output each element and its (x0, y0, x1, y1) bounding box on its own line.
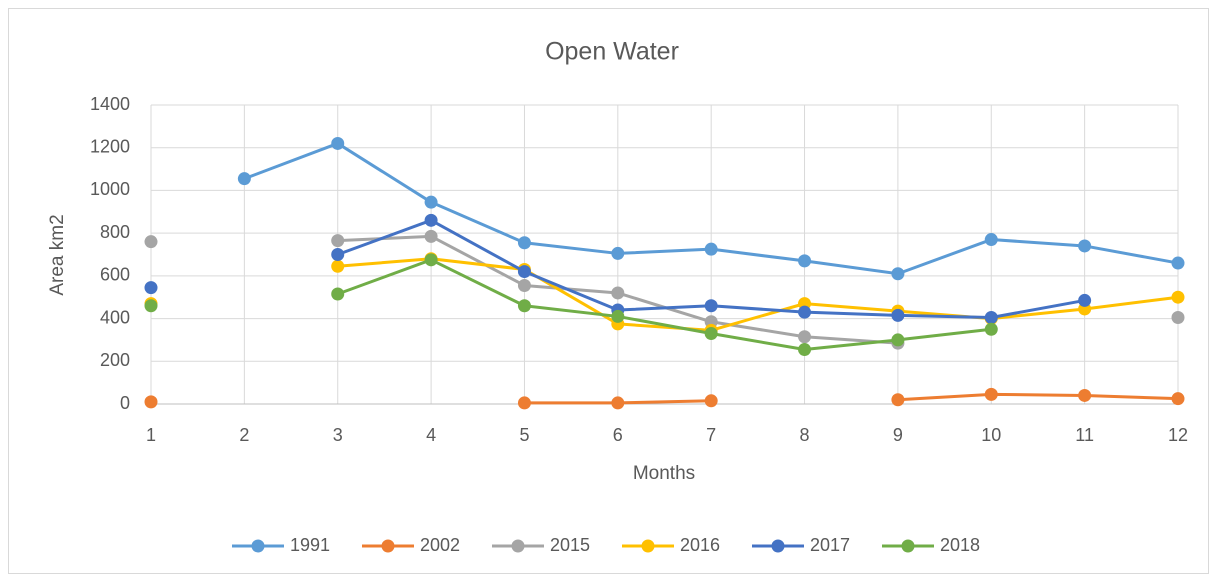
data-point (144, 299, 158, 313)
data-point (798, 330, 812, 344)
data-point (984, 322, 998, 336)
data-point (798, 343, 812, 357)
x-tick-label: 7 (706, 425, 716, 445)
data-point (424, 213, 438, 227)
data-point (1171, 256, 1185, 270)
y-tick-label: 1000 (90, 179, 130, 199)
x-tick-label: 10 (981, 425, 1001, 445)
legend-marker (511, 539, 525, 553)
data-point (984, 233, 998, 247)
x-tick-label: 1 (146, 425, 156, 445)
legend-label: 2018 (940, 535, 980, 555)
series-line (337, 257, 1179, 332)
data-point (798, 254, 812, 268)
x-tick-label: 4 (426, 425, 436, 445)
data-point (1171, 392, 1185, 406)
data-point (891, 308, 905, 322)
data-point (517, 396, 531, 410)
data-point (1171, 290, 1185, 304)
data-point (611, 309, 625, 323)
data-point (517, 299, 531, 313)
data-point (331, 234, 345, 248)
y-axis-label: Area km2 (47, 214, 68, 295)
data-point (704, 327, 718, 341)
legend-marker (641, 539, 655, 553)
y-tick-label: 400 (100, 307, 130, 327)
y-tick-label: 800 (100, 222, 130, 242)
data-point (611, 396, 625, 410)
data-point (237, 172, 251, 186)
legend-marker (901, 539, 915, 553)
x-tick-label: 9 (893, 425, 903, 445)
data-point (891, 267, 905, 281)
data-point (704, 242, 718, 256)
x-tick-label: 12 (1168, 425, 1188, 445)
legend-label: 2016 (680, 535, 720, 555)
data-point (517, 278, 531, 292)
data-point (331, 248, 345, 261)
data-point (984, 387, 998, 401)
y-tick-label: 600 (100, 265, 130, 285)
data-point (798, 305, 812, 319)
data-point (144, 395, 158, 409)
data-point (331, 136, 345, 150)
data-point (144, 235, 158, 249)
data-point (144, 281, 158, 295)
data-point (891, 393, 905, 407)
data-point (984, 311, 998, 325)
data-point (331, 259, 345, 273)
x-tick-label: 11 (1075, 425, 1094, 445)
x-tick-label: 3 (333, 425, 343, 445)
data-point (704, 394, 718, 408)
legend-label: 2015 (550, 535, 590, 555)
x-tick-label: 8 (800, 425, 810, 445)
data-point (424, 195, 438, 209)
x-tick-label: 6 (613, 425, 623, 445)
legend-marker (771, 539, 785, 553)
data-point (424, 229, 438, 243)
legend-label: 2002 (420, 535, 460, 555)
data-point (891, 333, 905, 347)
y-tick-label: 1400 (90, 94, 130, 114)
series-line (337, 258, 992, 352)
data-point (1078, 293, 1092, 307)
x-tick-label: 5 (519, 425, 529, 445)
data-point (1078, 239, 1092, 253)
data-point (704, 299, 718, 313)
data-point (424, 253, 438, 267)
data-point (331, 287, 345, 301)
legend-label: 2017 (810, 535, 850, 555)
y-tick-label: 1200 (90, 136, 130, 156)
data-point (1078, 388, 1092, 402)
legend-label: 1991 (290, 535, 330, 555)
legend-marker (381, 539, 395, 553)
y-tick-label: 0 (120, 393, 130, 413)
chart-title: Open Water (545, 38, 679, 66)
x-tick-label: 2 (239, 425, 249, 445)
legend-marker (251, 539, 265, 553)
data-point (611, 246, 625, 260)
data-point (517, 236, 531, 250)
data-point (611, 286, 625, 300)
y-tick-label: 200 (100, 350, 130, 370)
data-point (517, 265, 531, 279)
x-axis-label: Months (633, 463, 695, 484)
data-point (1171, 311, 1185, 325)
